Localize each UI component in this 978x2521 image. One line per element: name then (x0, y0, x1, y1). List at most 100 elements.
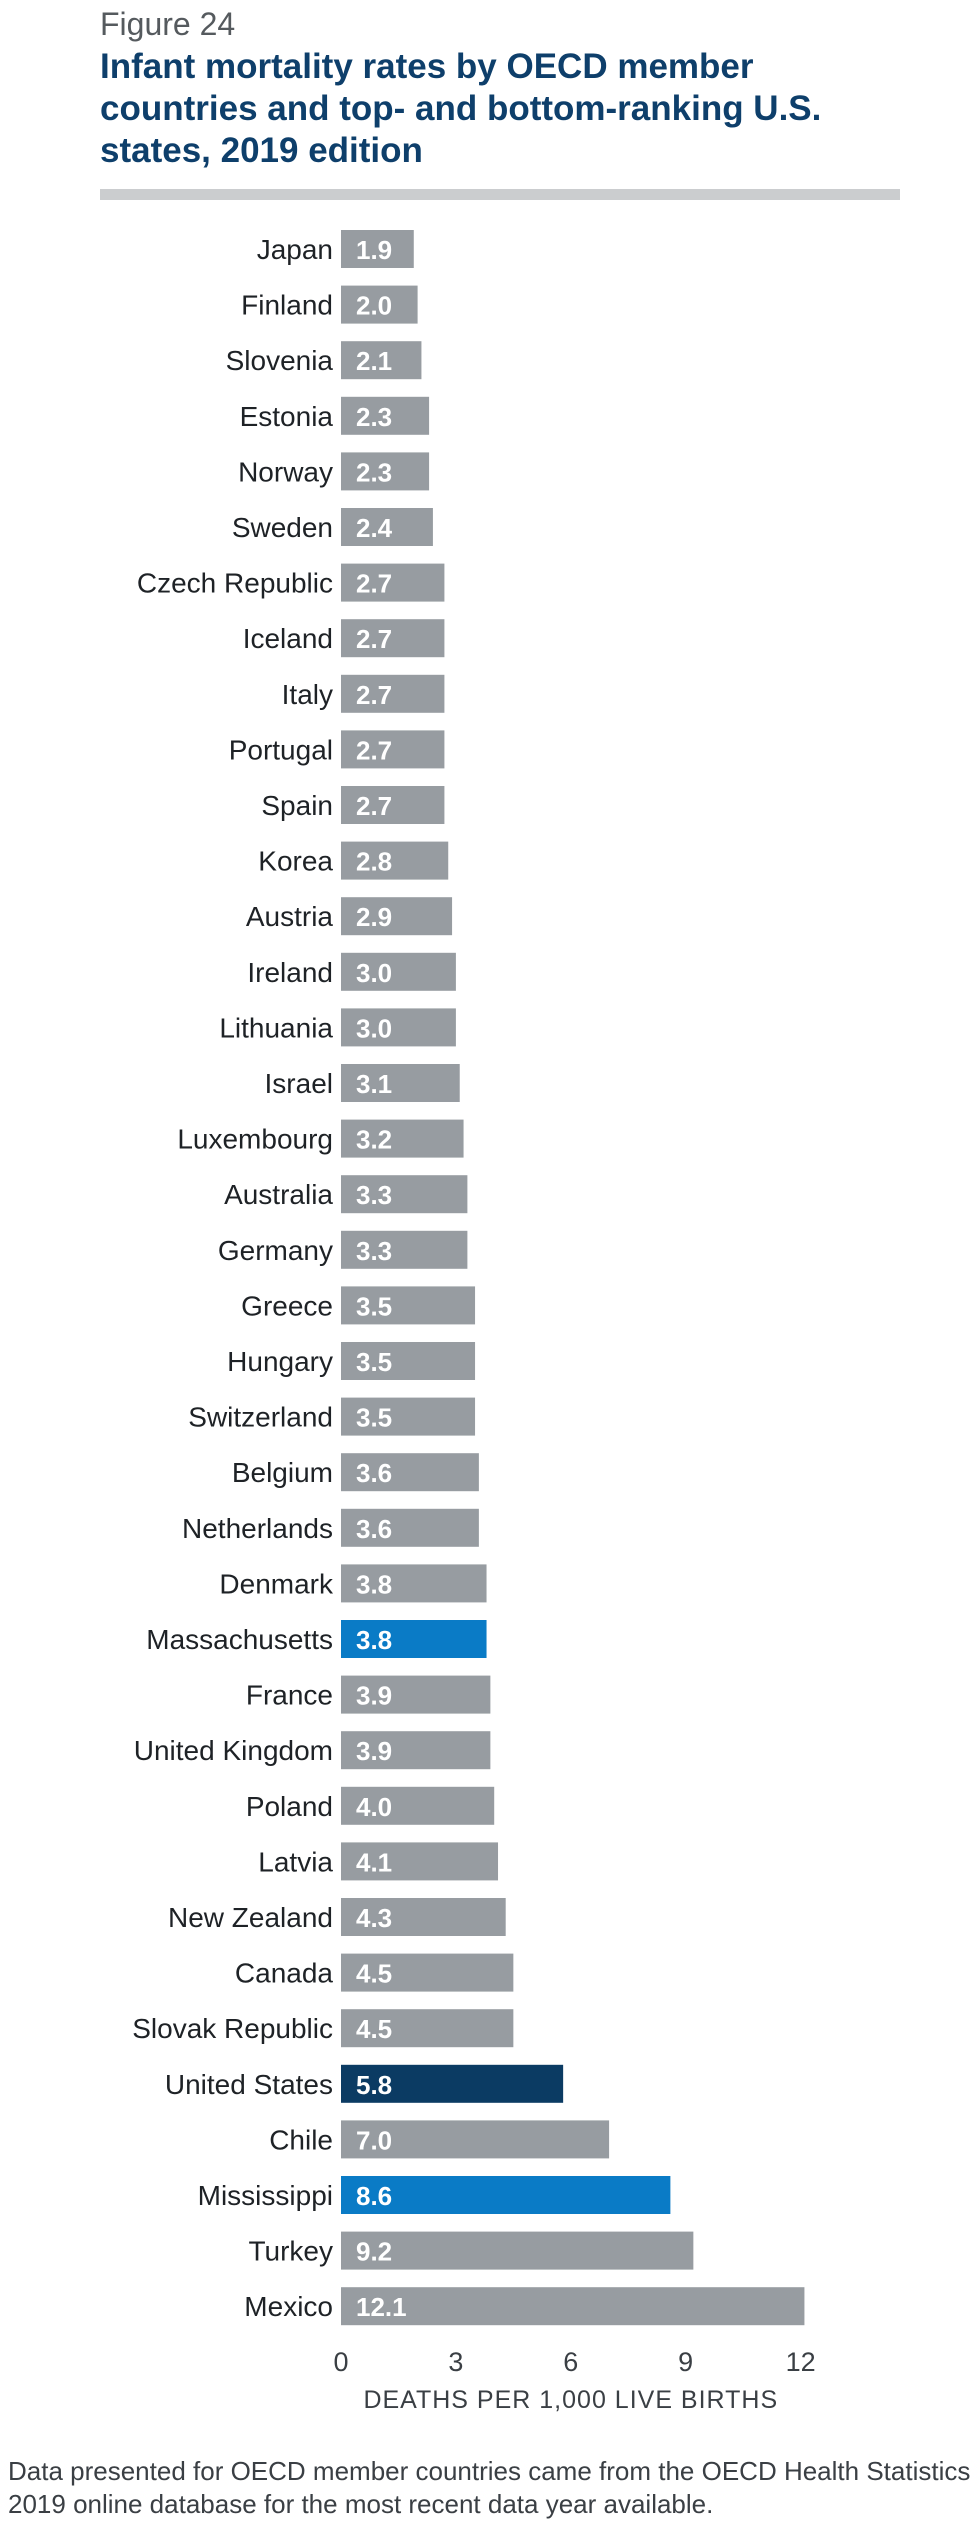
x-tick-label-12: 12 (786, 2347, 816, 2377)
category-label-luxembourg: Luxembourg (177, 1124, 333, 1155)
bar-portugal (341, 730, 445, 769)
value-label-massachusetts: 3.8 (356, 1625, 392, 1655)
category-label-slovenia: Slovenia (226, 345, 334, 376)
category-label-portugal: Portugal (229, 734, 333, 765)
bar-united-kingdom (341, 1731, 491, 1770)
value-label-hungary: 3.5 (356, 1347, 392, 1377)
value-label-canada: 4.5 (356, 1959, 392, 1989)
bar-norway (341, 452, 430, 491)
value-label-mississippi: 8.6 (356, 2181, 392, 2211)
bar-finland (341, 285, 418, 324)
category-label-spain: Spain (261, 790, 333, 821)
category-label-austria: Austria (246, 901, 334, 932)
bar-france (341, 1675, 491, 1714)
bar-united-states (341, 2064, 564, 2103)
value-label-belgium: 3.6 (356, 1458, 392, 1488)
x-tick-label-6: 6 (563, 2347, 578, 2377)
bar-massachusetts (341, 1620, 487, 1658)
value-label-france: 3.9 (356, 1681, 392, 1711)
value-label-luxembourg: 3.2 (356, 1125, 392, 1155)
bar-ireland (341, 952, 456, 991)
bar-poland (341, 1786, 495, 1825)
value-label-slovak-republic: 4.5 (356, 2014, 392, 2044)
category-label-greece: Greece (241, 1290, 333, 1321)
category-label-poland: Poland (246, 1791, 333, 1822)
value-label-mexico: 12.1 (356, 2292, 407, 2322)
category-label-sweden: Sweden (232, 512, 333, 543)
value-label-israel: 3.1 (356, 1069, 392, 1099)
value-label-lithuania: 3.0 (356, 1013, 392, 1043)
value-label-austria: 2.9 (356, 902, 392, 932)
value-label-norway: 2.3 (356, 457, 392, 487)
category-label-canada: Canada (235, 1958, 334, 1989)
category-label-israel: Israel (265, 1068, 333, 1099)
bar-luxembourg (341, 1119, 464, 1158)
bar-czech-republic (341, 563, 445, 602)
bar-iceland (341, 619, 445, 658)
bar-new-zealand (341, 1898, 506, 1936)
bar-switzerland (341, 1397, 476, 1436)
bar-turkey (341, 2231, 694, 2270)
category-label-chile: Chile (269, 2124, 333, 2155)
chart-title: Infant mortality rates by OECD member co… (100, 47, 822, 170)
value-label-turkey: 9.2 (356, 2237, 392, 2267)
bar-latvia (341, 1842, 499, 1881)
category-label-slovak-republic: Slovak Republic (132, 2013, 333, 2044)
value-label-new-zealand: 4.3 (356, 1903, 392, 1933)
bar-chart: Japan 1.9 Finland 2.0 Slovenia 2.1 Estonia 2.3 N… (132, 230, 816, 2414)
category-label-mexico: Mexico (244, 2291, 333, 2322)
bar-japan (341, 230, 414, 268)
category-label-turkey: Turkey (248, 2236, 333, 2267)
footnote: Data presented for OECD member countries… (8, 2456, 971, 2519)
category-label-italy: Italy (282, 679, 333, 710)
value-label-poland: 4.0 (356, 1792, 392, 1822)
value-label-denmark: 3.8 (356, 1569, 392, 1599)
bar-israel (341, 1064, 460, 1102)
bar-netherlands (341, 1508, 479, 1547)
x-tick-label-3: 3 (448, 2347, 463, 2377)
bar-mexico (341, 2287, 805, 2326)
value-label-latvia: 4.1 (356, 1847, 392, 1877)
value-label-finland: 2.0 (356, 291, 392, 321)
bar-slovak-republic (341, 2009, 514, 2048)
value-label-portugal: 2.7 (356, 735, 392, 765)
value-label-iceland: 2.7 (356, 624, 392, 654)
value-label-germany: 3.3 (356, 1236, 392, 1266)
bar-estonia (341, 396, 430, 435)
value-label-estonia: 2.3 (356, 402, 392, 432)
value-label-italy: 2.7 (356, 680, 392, 710)
value-label-united-kingdom: 3.9 (356, 1736, 392, 1766)
category-label-latvia: Latvia (258, 1846, 333, 1877)
category-label-estonia: Estonia (240, 401, 334, 432)
bar-slovenia (341, 341, 422, 380)
value-label-australia: 3.3 (356, 1180, 392, 1210)
bar-canada (341, 1953, 514, 1992)
bar-austria (341, 897, 453, 936)
category-label-ireland: Ireland (247, 957, 333, 988)
value-label-korea: 2.8 (356, 847, 392, 877)
value-label-czech-republic: 2.7 (356, 569, 392, 599)
category-label-iceland: Iceland (243, 623, 333, 654)
category-label-finland: Finland (241, 290, 333, 321)
category-label-switzerland: Switzerland (188, 1402, 333, 1433)
category-label-united-states: United States (165, 2069, 333, 2100)
value-label-ireland: 3.0 (356, 958, 392, 988)
bar-hungary (341, 1342, 476, 1380)
value-label-spain: 2.7 (356, 791, 392, 821)
category-label-mississippi: Mississippi (198, 2180, 333, 2211)
bar-korea (341, 841, 449, 880)
category-label-korea: Korea (258, 846, 333, 877)
bar-germany (341, 1230, 468, 1269)
value-label-netherlands: 3.6 (356, 1514, 392, 1544)
category-label-new-zealand: New Zealand (168, 1902, 333, 1933)
category-label-czech-republic: Czech Republic (137, 568, 333, 599)
value-label-switzerland: 3.5 (356, 1403, 392, 1433)
category-label-germany: Germany (218, 1235, 333, 1266)
bar-greece (341, 1286, 476, 1325)
title-divider (100, 189, 900, 200)
value-label-slovenia: 2.1 (356, 346, 392, 376)
bar-denmark (341, 1564, 487, 1603)
value-label-sweden: 2.4 (356, 513, 393, 543)
category-label-france: France (246, 1680, 333, 1711)
value-label-japan: 1.9 (356, 235, 392, 265)
